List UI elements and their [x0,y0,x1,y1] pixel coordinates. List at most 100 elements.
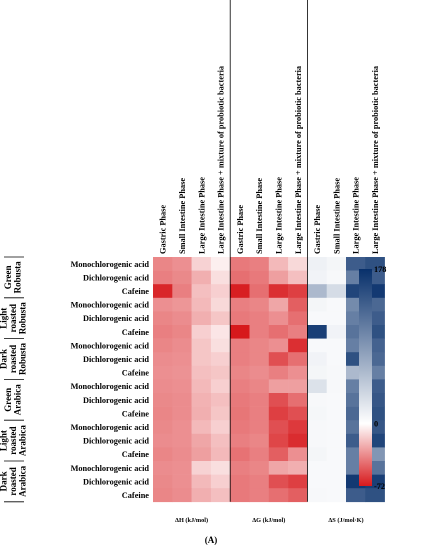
heatmap-cell [288,447,308,462]
heatmap-cell [268,406,289,421]
heatmap-cell [268,379,289,394]
heatmap-cell [191,474,212,489]
heatmap-cell [268,311,289,326]
heatmap-cell [230,474,250,489]
row-group-label: roasted [8,304,18,332]
heatmap-cell [191,488,212,503]
compound-label: Monochlorogenic acid [71,260,150,269]
heatmap-cell [210,284,231,299]
heatmap-cell [307,420,327,435]
heatmap-cell [191,406,212,421]
row-group-label: Robusta [18,302,28,335]
heatmap-cell [153,406,173,421]
heatmap-cell [268,325,289,339]
heatmap-cell [191,379,212,394]
heatmap-cell [307,284,327,299]
heatmap-cell [307,352,327,367]
heatmap-cell [307,270,327,285]
row-group-label: Green [3,388,13,412]
compound-label: Dichlorogenic acid [83,273,149,282]
row-group-label: Robusta [13,261,23,294]
heatmap-cell [288,474,308,489]
column-label: Small Intestine Phase [178,178,187,254]
heatmap-cell [249,325,270,339]
heatmap-cell [172,352,192,367]
heatmap-cell [288,257,308,271]
heatmap-cell [230,311,250,326]
heatmap-cell [230,406,250,421]
compound-label: Cafeine [122,287,150,296]
heatmap-cell [249,311,270,326]
row-group-label: Robusta [18,342,28,375]
heatmap-cell [268,447,289,462]
heatmap-cell [153,433,173,448]
heatmap-cell [230,352,250,367]
heatmap-cell [307,406,327,421]
heatmap-cell [307,379,327,394]
column-label: Large Intestine Phase [197,177,206,254]
heatmap-cell [153,393,173,407]
heatmap-cell [172,474,192,489]
colorbar-tick-label: 178 [374,265,386,274]
column-label: Large Intestine Phase + mixture of probi… [217,65,226,254]
colorbar-tick-label: 0 [374,420,378,429]
heatmap-cell [249,461,270,475]
heatmap-cell [230,365,250,380]
heatmap-cell [249,257,270,271]
compound-label: Cafeine [122,409,150,418]
heatmap-cell [230,338,250,353]
heatmap-cell [346,488,366,503]
heatmap-cell [268,488,289,503]
heatmap-cell [288,284,308,299]
heatmap-cell [172,284,192,299]
heatmap-cell [268,474,289,489]
heatmap-cell [153,365,173,380]
heatmap-cell [172,325,192,339]
heatmap-cell [249,406,270,421]
heatmap-cell [249,420,270,435]
heatmap-cell [288,311,308,326]
heatmap-cell [153,297,173,312]
heatmap-cell [230,393,250,407]
compound-label: Monochlorogenic acid [71,423,150,432]
heatmap-cell [249,447,270,462]
heatmap-cell [210,474,231,489]
heatmap-cell [210,352,231,367]
heatmap-cell [268,420,289,435]
heatmap-cell [288,406,308,421]
heatmap-cell [172,338,192,353]
heatmap-cell [249,284,270,299]
heatmap-cell [346,257,366,271]
heatmap-cell [172,433,192,448]
heatmap-cell [230,325,250,339]
heatmap-cell [210,393,231,407]
heatmap-cell [268,270,289,285]
heatmap-cell [153,325,173,339]
heatmap-cell [153,257,173,271]
heatmap-cell [153,284,173,299]
compound-label: Monochlorogenic acid [71,382,150,391]
colorbar-gradient [359,269,372,486]
heatmap-cell [268,284,289,299]
heatmap-cell [230,270,250,285]
compound-label: Cafeine [122,491,150,500]
heatmap-cell [365,488,385,503]
group-separators [4,0,308,503]
heatmap-cell [172,257,192,271]
heatmap-cell [153,352,173,367]
column-group-labels: ΔH (kJ/mol) ΔG (kJ/mol) ΔS (J/mol·K) [175,517,364,524]
heatmap-cell [326,257,347,271]
heatmap-cell [326,352,347,367]
heatmap-cell [191,447,212,462]
heatmap-cell [249,474,270,489]
heatmap-cell [172,420,192,435]
heatmap-cell [326,488,347,503]
heatmap-cell [191,393,212,407]
heatmap-cell [288,379,308,394]
heatmap-cell [288,393,308,407]
row-group-label: Dark [0,471,9,491]
heatmap-cell [288,461,308,475]
heatmap-cell [210,461,231,475]
heatmap-cell [268,257,289,271]
